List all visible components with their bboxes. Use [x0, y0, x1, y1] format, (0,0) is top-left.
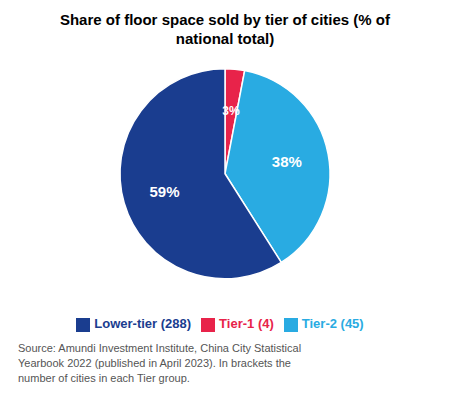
svg-text:3%: 3% [222, 104, 240, 118]
svg-text:59%: 59% [149, 183, 179, 200]
html-text:Share of floor space sold by t: Share of floor space sold by tier of cit… [60, 11, 390, 47]
svg-text:38%: 38% [272, 153, 302, 170]
html-text:Source: Amundi Investment Inst: Source: Amundi Investment Institute, Chi… [18, 342, 302, 384]
html-text:Tier-2 (45): Tier-2 (45) [301, 316, 364, 332]
html-text:Lower-tier (288): Lower-tier (288) [94, 316, 192, 332]
html-text:Tier-1 (4): Tier-1 (4) [219, 316, 274, 332]
